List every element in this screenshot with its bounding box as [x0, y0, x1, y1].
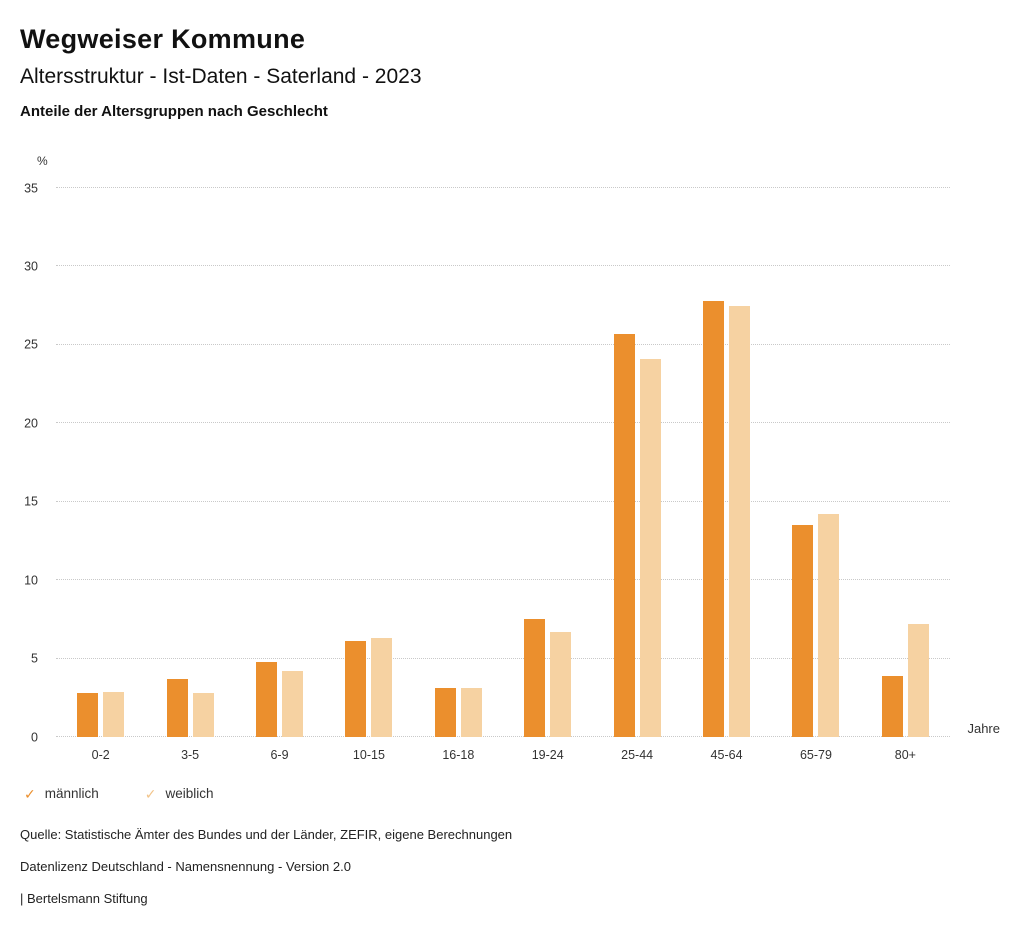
y-tick-label-30: 30: [24, 259, 38, 274]
bar-group-65-79: [771, 188, 860, 737]
bar-weiblich-6-9: [282, 671, 304, 737]
bar-group-25-44: [592, 188, 681, 737]
bar-group-80+: [861, 188, 950, 737]
bar-männlich-16-18: [434, 688, 456, 737]
gridline-5: [56, 657, 950, 659]
y-tick-label-0: 0: [31, 729, 38, 744]
attribution-line: | Bertelsmann Stiftung: [20, 891, 148, 906]
bar-group-16-18: [414, 188, 503, 737]
x-tick-label-10-15: 10-15: [352, 748, 385, 762]
y-axis-unit-label: %: [37, 154, 48, 168]
gridline-0: [56, 736, 950, 737]
chart-caption: Anteile der Altersgruppen nach Geschlech…: [20, 103, 328, 120]
page-title: Wegweiser Kommune: [20, 24, 306, 54]
bar-männlich-6-9: [256, 661, 278, 737]
bar-group-10-15: [324, 188, 413, 737]
bar-group-19-24: [503, 188, 592, 737]
bar-weiblich-80+: [907, 624, 929, 737]
bar-weiblich-3-5: [192, 693, 214, 737]
legend-item-weiblich[interactable]: ✓ weiblich: [145, 786, 214, 801]
x-tick-label-80+: 80+: [894, 748, 916, 762]
y-tick-label-5: 5: [31, 651, 38, 666]
bar-männlich-65-79: [792, 525, 814, 737]
plot-area: [56, 187, 950, 737]
license-line: Datenlizenz Deutschland - Namensnennung …: [20, 859, 351, 874]
bar-group-0-2: [56, 188, 145, 737]
footer: Quelle: Statistische Ämter des Bundes un…: [20, 827, 1004, 906]
y-tick-label-10: 10: [24, 572, 38, 587]
bar-männlich-0-2: [77, 693, 99, 737]
legend-item-männlich[interactable]: ✓ männlich: [24, 786, 99, 801]
source-line: Quelle: Statistische Ämter des Bundes un…: [20, 827, 513, 842]
bar-weiblich-10-15: [371, 638, 393, 737]
gridline-25: [56, 343, 950, 345]
bar-group-3-5: [145, 188, 234, 737]
bar-männlich-3-5: [166, 678, 188, 737]
gridline-20: [56, 422, 950, 424]
legend-label: weiblich: [165, 786, 214, 801]
bar-männlich-10-15: [345, 641, 367, 737]
x-axis-unit-label: Jahre: [967, 721, 1000, 736]
bar-männlich-45-64: [703, 300, 725, 737]
bar-männlich-80+: [881, 675, 903, 737]
x-tick-label-25-44: 25-44: [621, 748, 654, 762]
y-tick-label-25: 25: [24, 337, 38, 352]
bar-männlich-19-24: [524, 619, 546, 737]
x-axis: 0-2 3-5 6-9 10-15 16-18 19-24 25-44 45-64 65-79 8…: [56, 748, 950, 764]
x-tick-label-65-79: 65-79: [799, 748, 832, 762]
page-subtitle: Altersstruktur - Ist-Daten - Saterland -…: [20, 65, 422, 88]
y-tick-label-15: 15: [24, 494, 38, 509]
bar-group-45-64: [682, 188, 771, 737]
bar-weiblich-65-79: [818, 514, 840, 737]
legend-label: männlich: [44, 786, 99, 801]
x-tick-label-16-18: 16-18: [442, 748, 475, 762]
bar-männlich-25-44: [613, 333, 635, 737]
bar-groups: [56, 188, 950, 737]
checkmark-icon: ✓: [24, 785, 36, 802]
checkmark-icon: ✓: [144, 785, 157, 802]
bar-weiblich-16-18: [460, 688, 482, 737]
x-tick-label-6-9: 6-9: [270, 748, 289, 762]
x-tick-label-45-64: 45-64: [710, 748, 743, 762]
gridline-10: [56, 579, 950, 581]
bar-group-6-9: [235, 188, 324, 737]
bar-weiblich-0-2: [103, 691, 125, 737]
bar-weiblich-19-24: [550, 631, 572, 737]
gridline-30: [56, 265, 950, 267]
bar-weiblich-25-44: [639, 358, 661, 737]
y-tick-label-35: 35: [24, 180, 38, 195]
y-axis: 0 5 10 15 20 25 30 35: [20, 182, 38, 743]
bar-weiblich-45-64: [729, 305, 751, 737]
x-tick-label-3-5: 3-5: [181, 748, 200, 762]
age-structure-bar-chart: % 0 5 10 15 20 25 30 35 0-2 3-5 6-9 10-15 16-18 19-2…: [20, 142, 1004, 782]
gridline-15: [56, 500, 950, 502]
gridline-35: [56, 187, 950, 188]
x-tick-label-0-2: 0-2: [91, 748, 110, 762]
y-tick-label-20: 20: [24, 416, 38, 431]
x-tick-label-19-24: 19-24: [531, 748, 564, 762]
legend: ✓ männlich ✓ weiblich: [24, 786, 1004, 801]
